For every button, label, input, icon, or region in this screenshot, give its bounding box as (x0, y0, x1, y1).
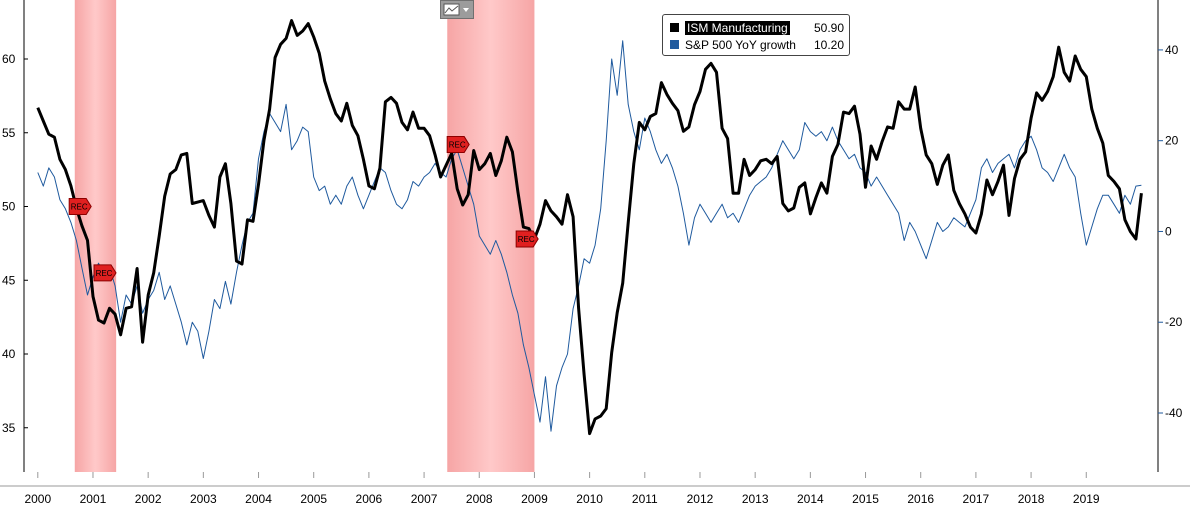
right-tick-label: -40 (1165, 406, 1183, 420)
legend-value-ism: 50.90 (813, 20, 844, 35)
right-tick-label: -20 (1165, 315, 1183, 329)
x-axis-ticks: 2000 2001 2002 2003 2004 2005 2006 2007 2008 2009… (24, 472, 1100, 506)
x-tick-label: 2013 (742, 492, 769, 506)
x-tick-label: 2011 (632, 492, 658, 506)
x-tick-label: 2009 (521, 492, 548, 506)
legend-item-ism[interactable]: ISM Manufacturing 50.90 (670, 19, 844, 36)
x-tick-label: 2006 (356, 492, 383, 506)
x-tick-label: 2018 (1018, 492, 1045, 506)
right-tick-label: 0 (1165, 224, 1172, 238)
line-chart-icon (443, 3, 469, 16)
rec-marker-shape (93, 264, 117, 282)
rec-marker-shape (68, 198, 92, 215)
x-tick-label: 2002 (135, 492, 162, 506)
rec-marker-shape (515, 230, 539, 248)
x-tick-label: 2001 (80, 492, 107, 506)
left-tick-label: 50 (2, 200, 16, 214)
legend: ISM Manufacturing 50.90 S&P 500 YoY grow… (662, 14, 850, 56)
recession-band (74, 0, 117, 472)
legend-swatch-ism (670, 23, 679, 32)
ism-manufacturing-line (36, 19, 1143, 436)
x-tick-label: 2000 (24, 492, 51, 506)
left-tick-label: 55 (2, 126, 16, 140)
rec-marker-label: REC (96, 269, 113, 278)
legend-swatch-sp500 (670, 40, 679, 49)
rec-marker[interactable]: REC (515, 230, 539, 248)
x-tick-label: 2015 (852, 492, 879, 506)
x-tick-label: 2014 (797, 492, 824, 506)
chart-type-button[interactable] (440, 0, 474, 19)
rec-marker[interactable]: REC (93, 264, 117, 282)
recession-bands (74, 0, 535, 472)
left-tick-label: 45 (2, 273, 16, 287)
left-axis-ticks: 35 40 45 50 55 60 (2, 52, 28, 435)
series-layer (36, 19, 1143, 436)
x-tick-label: 2019 (1073, 492, 1100, 506)
x-tick-label: 2005 (300, 492, 327, 506)
rec-marker[interactable]: REC (446, 136, 470, 154)
right-tick-label: 20 (1165, 134, 1179, 148)
x-tick-label: 2003 (190, 492, 217, 506)
legend-value-sp500: 10.20 (813, 37, 844, 52)
rec-marker-label: REC (71, 203, 88, 212)
rec-marker-shape (446, 136, 470, 154)
right-axis-ticks: -40 -20 0 20 40 (1158, 43, 1183, 420)
left-tick-label: 40 (2, 347, 16, 361)
rec-marker-label: REC (518, 235, 535, 244)
x-tick-label: 2008 (466, 492, 493, 506)
legend-label-sp500: S&P 500 YoY growth (685, 37, 796, 52)
sp500-yoy-line (37, 40, 1142, 432)
left-tick-label: 60 (2, 52, 16, 66)
legend-item-sp500[interactable]: S&P 500 YoY growth 10.20 (670, 36, 844, 53)
x-tick-label: 2007 (411, 492, 438, 506)
x-tick-label: 2016 (907, 492, 934, 506)
x-tick-label: 2004 (245, 492, 272, 506)
recession-markers: REC REC REC REC (68, 136, 539, 282)
rec-marker-label: REC (449, 141, 466, 150)
legend-label-ism: ISM Manufacturing (685, 20, 790, 35)
x-tick-label: 2017 (963, 492, 990, 506)
x-tick-label: 2010 (576, 492, 603, 506)
x-tick-label: 2012 (687, 492, 714, 506)
rec-marker[interactable]: REC (68, 198, 92, 215)
right-tick-label: 40 (1165, 43, 1179, 57)
left-tick-label: 35 (2, 421, 16, 435)
